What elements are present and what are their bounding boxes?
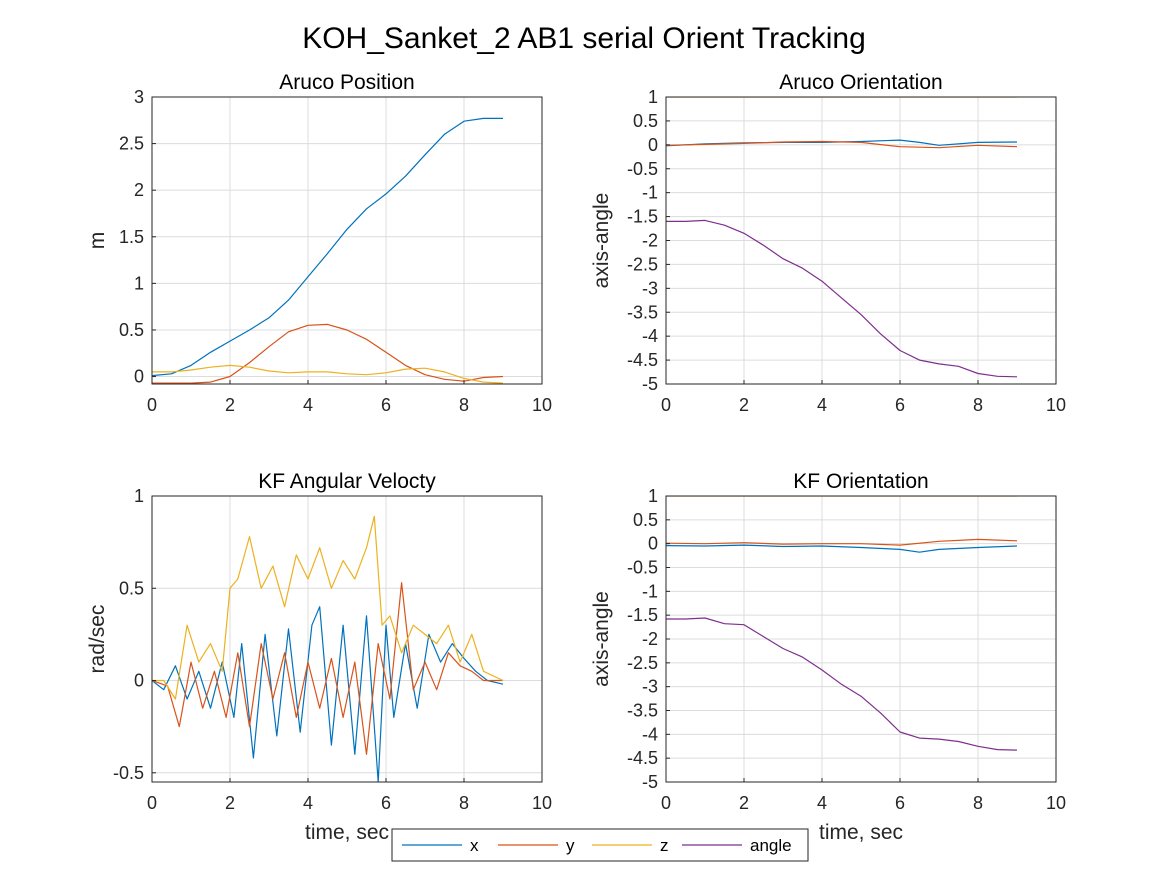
x-tick-label: 0 — [147, 395, 157, 415]
y-tick-label: -0.5 — [627, 558, 658, 578]
series-line-x — [152, 606, 504, 782]
x-tick-label: 8 — [973, 793, 983, 813]
y-tick-label: 1 — [134, 486, 144, 506]
x-tick-label: 0 — [661, 395, 671, 415]
subplot-4: 0 2 4 6 8 10 1 0.5 0 -0.5 -1 -1.5 -2 -2.5 -3 -3.5 -4 -4.5… — [590, 470, 1066, 844]
y-tick-label: -3 — [642, 278, 658, 298]
y-tick-label: 0 — [648, 135, 658, 155]
y-tick-label: -3.5 — [627, 701, 658, 721]
series-line-x — [666, 544, 1018, 553]
subplot-2: 0 2 4 6 8 10 1 0.5 0 -0.5 -1 -1.5 -2 -2.5 -3 -3.5 -4 -4.5… — [590, 71, 1066, 415]
subplot-title: KF Angular Velocty — [258, 470, 436, 493]
x-tick-label: 10 — [532, 395, 552, 415]
x-tick-label: 4 — [303, 395, 313, 415]
y-tick-label: 0.5 — [633, 111, 658, 131]
legend-label-y: y — [566, 836, 575, 855]
y-tick-label: 0.5 — [119, 578, 144, 598]
y-tick-label: 2.5 — [119, 134, 144, 154]
series-line-y — [152, 582, 503, 755]
y-tick-label: -0.5 — [627, 159, 658, 179]
y-tick-label: -3 — [642, 677, 658, 697]
x-tick-label: 6 — [895, 793, 905, 813]
y-tick-label: -2.5 — [627, 254, 658, 274]
y-axis-label: axis-angle — [590, 591, 613, 687]
series-line-y — [666, 140, 1018, 149]
y-tick-label: -2 — [642, 231, 658, 251]
series-line-y — [666, 538, 1018, 546]
subplot-title: KF Orientation — [793, 470, 928, 493]
x-tick-label: 4 — [817, 793, 827, 813]
x-tick-label: 4 — [817, 395, 827, 415]
y-tick-label: 1.5 — [119, 227, 144, 247]
y-tick-label: -4.5 — [627, 748, 658, 768]
series-line-angle — [666, 617, 1018, 751]
y-tick-label: 0.5 — [119, 320, 144, 340]
y-tick-label: -3.5 — [627, 302, 658, 322]
y-tick-label: -2.5 — [627, 653, 658, 673]
y-tick-label: -5 — [642, 374, 658, 394]
x-tick-label: 6 — [381, 793, 391, 813]
y-tick-label: -1.5 — [627, 207, 658, 227]
y-tick-label: 0 — [134, 367, 144, 387]
x-tick-label: 10 — [1046, 793, 1066, 813]
x-tick-label: 10 — [532, 793, 552, 813]
x-axis-label: time, sec — [305, 821, 389, 844]
x-tick-label: 8 — [459, 793, 469, 813]
y-tick-label: -4.5 — [627, 350, 658, 370]
y-tick-label: -1 — [642, 183, 658, 203]
subplot-title: Aruco Position — [279, 71, 414, 94]
y-tick-label: -1 — [642, 581, 658, 601]
y-tick-label: 3 — [134, 87, 144, 107]
x-tick-label: 2 — [225, 395, 235, 415]
legend-label-angle: angle — [750, 836, 792, 855]
y-tick-label: -5 — [642, 772, 658, 792]
x-tick-label: 2 — [739, 793, 749, 813]
y-tick-label: -4 — [642, 724, 658, 744]
x-tick-label: 6 — [895, 395, 905, 415]
series-line-z — [152, 364, 504, 384]
y-tick-label: 1 — [134, 273, 144, 293]
x-tick-label: 8 — [459, 395, 469, 415]
axes-frame — [151, 96, 543, 385]
x-axis-label: time, sec — [819, 821, 903, 844]
legend-label-x: x — [470, 836, 479, 855]
x-tick-label: 2 — [225, 793, 235, 813]
x-tick-label: 8 — [973, 395, 983, 415]
x-tick-label: 10 — [1046, 395, 1066, 415]
y-tick-label: -1.5 — [627, 605, 658, 625]
x-tick-label: 6 — [381, 395, 391, 415]
series-line-x — [152, 117, 503, 377]
y-tick-label: -0.5 — [113, 763, 144, 783]
axes-frame — [151, 495, 543, 783]
y-tick-label: 1 — [648, 486, 658, 506]
x-tick-label: 0 — [147, 793, 157, 813]
x-tick-label: 4 — [303, 793, 313, 813]
y-tick-label: 0.5 — [633, 510, 658, 530]
y-tick-label: 0 — [648, 534, 658, 554]
y-axis-label: rad/sec — [86, 605, 109, 674]
series-line-z — [152, 515, 504, 700]
y-axis-label: axis-angle — [590, 193, 613, 289]
y-tick-label: 1 — [648, 87, 658, 107]
subplot-title: Aruco Orientation — [779, 71, 942, 94]
legend: x y z angle — [391, 828, 809, 862]
legend-label-z: z — [660, 836, 669, 855]
x-tick-label: 0 — [661, 793, 671, 813]
subplot-1: 0 2 4 6 8 10 0 0.5 1 1.5 2 2.5 3 Aruco Position m — [86, 71, 552, 415]
y-axis-label: m — [86, 232, 109, 250]
y-tick-label: -4 — [642, 326, 658, 346]
figure-title: KOH_Sanket_2 AB1 serial Orient Tracking — [302, 22, 866, 55]
series-line-y — [152, 323, 504, 384]
series-line-angle — [666, 219, 1018, 378]
y-tick-label: -2 — [642, 629, 658, 649]
x-tick-label: 2 — [739, 395, 749, 415]
y-tick-label: 2 — [134, 180, 144, 200]
y-tick-label: 0 — [134, 671, 144, 691]
